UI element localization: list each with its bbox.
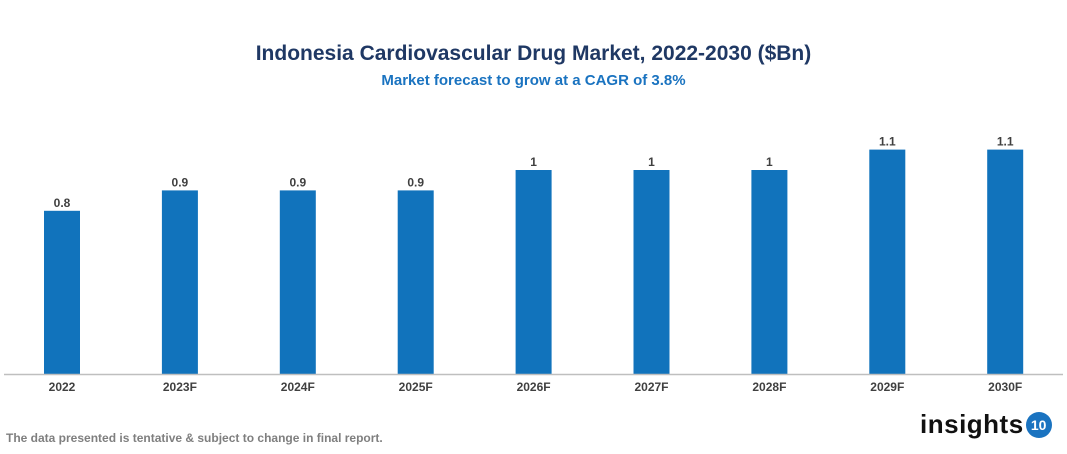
bar-2026F	[515, 170, 552, 374]
bar-2023F	[161, 190, 198, 374]
insights10-logo: insights 10	[920, 409, 1052, 440]
x-tick-label: 2028F	[752, 380, 786, 394]
bar-2030F	[987, 149, 1024, 374]
x-tick-label: 2026F	[517, 380, 551, 394]
logo-text: insights	[920, 409, 1024, 439]
x-tick-label: 2023F	[163, 380, 197, 394]
bar-2024F	[279, 190, 316, 374]
logo-badge: 10	[1025, 411, 1052, 438]
bar-2029F	[869, 149, 906, 374]
chart-subtitle: Market forecast to grow at a CAGR of 3.8…	[381, 72, 686, 89]
data-label: 0.9	[289, 175, 306, 189]
x-tick-label: 2025F	[399, 380, 433, 394]
x-tick-label: 2024F	[281, 380, 315, 394]
footnote: The data presented is tentative & subjec…	[6, 431, 383, 445]
bar-2027F	[633, 170, 670, 374]
data-label: 0.8	[54, 196, 71, 210]
x-tick-label: 2027F	[634, 380, 668, 394]
data-label: 1	[648, 155, 655, 169]
x-tick-label: 2022	[49, 380, 76, 394]
x-tick-label: 2030F	[988, 380, 1022, 394]
x-tick-label: 2029F	[870, 380, 904, 394]
data-label: 1.1	[879, 135, 896, 149]
chart-title: Indonesia Cardiovascular Drug Market, 20…	[255, 42, 812, 65]
bar-2025F	[397, 190, 434, 374]
data-label: 1.1	[997, 135, 1014, 149]
data-label: 0.9	[172, 175, 189, 189]
bar-2028F	[751, 170, 788, 374]
bar-2022	[44, 210, 80, 374]
data-label: 0.9	[407, 175, 424, 189]
data-label: 1	[530, 155, 537, 169]
data-label: 1	[766, 155, 773, 169]
